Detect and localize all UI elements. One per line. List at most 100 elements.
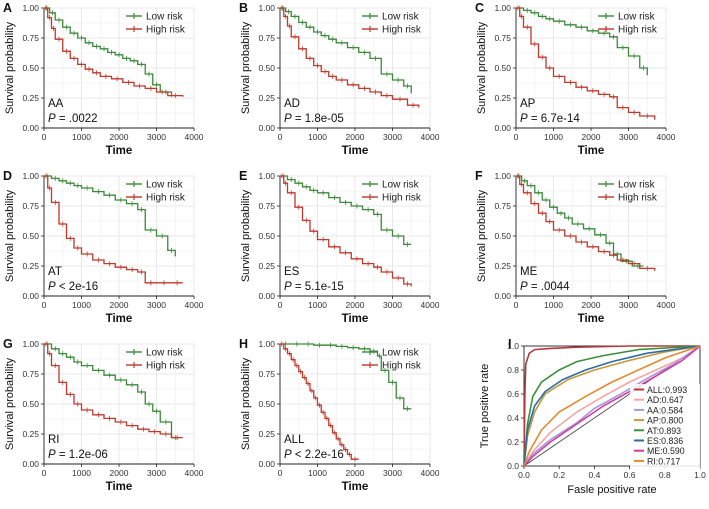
legend-label: High risk [382, 361, 422, 372]
legend-label: Low risk [146, 12, 184, 23]
x-tick-label: 4000 [421, 132, 440, 142]
panel-letter: F [475, 169, 483, 183]
x-tick-label: 0 [278, 132, 283, 142]
y-axis-title: Survival probability [4, 357, 16, 450]
group-label: RI [48, 434, 60, 446]
y-tick-label: 0.75 [22, 33, 39, 43]
y-tick-label: 0.00 [258, 459, 275, 469]
x-tick-label: 2000 [346, 300, 365, 310]
y-tick-label: 0.75 [258, 201, 275, 211]
p-value-text: = 5.1e-15 [292, 281, 344, 293]
panel-letter: E [239, 169, 247, 183]
group-label: ES [284, 266, 300, 278]
x-tick-label: 3000 [147, 468, 166, 478]
y-tick-label: 0.75 [258, 33, 275, 43]
km-curve-low-risk [516, 7, 648, 76]
y-tick-label: 0.00 [22, 459, 39, 469]
p-symbol: P [284, 449, 292, 461]
y-axis-title: Survival probability [4, 21, 16, 114]
km-curve-low-risk [44, 175, 176, 257]
y-tick-label: 0.50 [22, 399, 39, 409]
y-tick-label: 0.50 [258, 63, 275, 73]
roc-legend-label: ME:0.590 [647, 446, 685, 456]
roc-legend-label: RI:0.717 [647, 456, 680, 466]
x-tick-label: 4000 [185, 300, 204, 310]
y-tick-label: 0.25 [258, 261, 275, 271]
panel-letter: G [3, 337, 13, 351]
p-symbol: P [284, 281, 292, 293]
km-curve-high-risk [280, 7, 420, 108]
y-tick-label: 1.00 [258, 3, 275, 13]
p-value-label: P = .0022 [48, 113, 98, 125]
x-tick-label: 0.4 [588, 470, 600, 480]
y-tick-label: 0.8 [507, 365, 519, 375]
y-tick-label: 1.00 [22, 339, 39, 349]
x-axis-title: Time [106, 145, 133, 157]
p-value-label: P = 1.8e-05 [284, 113, 344, 125]
roc-legend-label: AT:0.893 [647, 426, 681, 436]
y-tick-label: 0.2 [507, 437, 519, 447]
legend-label: Low risk [382, 180, 420, 191]
x-axis-title: Time [342, 481, 369, 493]
km-panel-me: 0 1000 2000 3000 4000 0.00 0.25 0.50 0.75 1.00 Tim… [475, 169, 676, 325]
km-curve-low-risk [280, 7, 412, 94]
x-tick-label: 0 [278, 468, 283, 478]
y-tick-label: 0.25 [494, 261, 511, 271]
x-tick-label: 1000 [308, 132, 327, 142]
y-tick-label: 0.00 [258, 123, 275, 133]
y-tick-label: 0.0 [507, 461, 519, 471]
x-tick-label: 4000 [657, 132, 676, 142]
x-axis-title: Time [342, 313, 369, 325]
x-tick-label: 3000 [383, 300, 402, 310]
x-tick-label: 0 [42, 132, 47, 142]
x-axis-title: Fasle positive rate [567, 484, 656, 496]
roc-legend-box [630, 384, 700, 470]
panel-letter: H [239, 337, 248, 351]
group-label: AT [48, 266, 62, 278]
x-axis-title: Time [106, 481, 133, 493]
y-tick-label: 0.50 [494, 63, 511, 73]
y-tick-label: 0.25 [494, 93, 511, 103]
p-value-text: = 6.7e-14 [528, 113, 581, 125]
legend-label: Low risk [618, 12, 656, 23]
roc-curve-me [523, 345, 701, 467]
km-curve-high-risk [516, 175, 656, 271]
x-tick-label: 2000 [110, 132, 129, 142]
legend-label: Low risk [146, 348, 184, 359]
x-tick-label: 0 [514, 300, 519, 310]
x-tick-label: 1000 [544, 300, 563, 310]
y-tick-label: 0.75 [22, 201, 39, 211]
p-value-label: P = 6.7e-14 [520, 113, 580, 125]
y-tick-label: 0.50 [22, 63, 39, 73]
km-curve-low-risk [280, 343, 412, 410]
roc-legend-label: ES:0.836 [647, 436, 683, 446]
x-tick-label: 1000 [72, 300, 91, 310]
p-value-label: P = 1.2e-06 [48, 449, 108, 461]
p-symbol: P [284, 113, 292, 125]
x-tick-label: 0.2 [553, 470, 565, 480]
y-axis-title: Survival probability [240, 21, 252, 114]
roc-legend-label: AD:0.647 [647, 395, 684, 405]
group-label: ALL [284, 434, 305, 446]
y-tick-label: 0.25 [258, 93, 275, 103]
legend-label: Low risk [382, 12, 420, 23]
x-tick-label: 0 [42, 300, 47, 310]
p-value-label: P = .0044 [520, 281, 570, 293]
x-tick-label: 2000 [582, 132, 601, 142]
legend-label: High risk [618, 25, 658, 36]
y-tick-label: 0.00 [494, 291, 511, 301]
x-tick-label: 2000 [110, 468, 129, 478]
legend-label: Low risk [146, 180, 184, 191]
y-axis-title: Survival probability [476, 21, 488, 114]
p-value-text: < 2.2e-16 [292, 449, 344, 461]
group-label: AD [284, 98, 300, 110]
legend-label: High risk [146, 361, 186, 372]
x-tick-label: 3000 [383, 132, 402, 142]
y-tick-label: 1.00 [258, 171, 275, 181]
y-tick-label: 0.50 [258, 399, 275, 409]
legend-label: High risk [382, 25, 422, 36]
y-axis-title: Survival probability [240, 357, 252, 450]
y-tick-label: 0.25 [22, 261, 39, 271]
roc-legend-label: ALL:0.993 [647, 385, 687, 395]
